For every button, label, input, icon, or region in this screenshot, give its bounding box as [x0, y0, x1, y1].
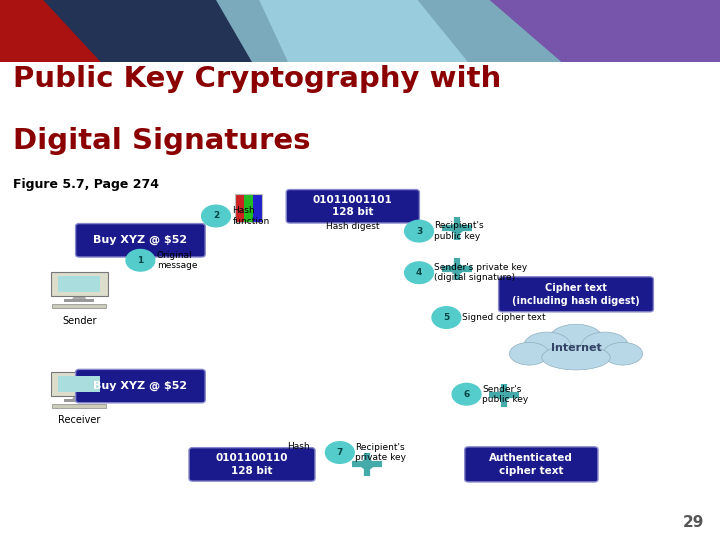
Polygon shape [259, 0, 468, 62]
Circle shape [452, 383, 481, 405]
FancyBboxPatch shape [58, 276, 100, 292]
FancyBboxPatch shape [498, 276, 654, 312]
FancyBboxPatch shape [65, 399, 94, 402]
Text: Public Key Cryptography with: Public Key Cryptography with [13, 65, 501, 93]
FancyBboxPatch shape [235, 194, 244, 222]
Text: 01011001101
128 bit: 01011001101 128 bit [313, 195, 392, 218]
Circle shape [325, 442, 354, 463]
Polygon shape [73, 395, 86, 400]
Text: 7: 7 [337, 448, 343, 457]
Text: Sender: Sender [62, 316, 96, 326]
Text: Internet: Internet [551, 343, 601, 353]
Text: 3: 3 [416, 227, 422, 235]
FancyBboxPatch shape [253, 194, 262, 222]
Text: Hash
function: Hash function [233, 206, 270, 226]
Circle shape [498, 391, 510, 400]
Text: Hash digest: Hash digest [326, 222, 379, 232]
Text: 4: 4 [416, 268, 422, 277]
Polygon shape [216, 0, 562, 62]
Ellipse shape [524, 332, 571, 359]
FancyBboxPatch shape [189, 448, 315, 481]
Polygon shape [396, 0, 720, 62]
Circle shape [451, 265, 463, 273]
Text: Recipient's
public key: Recipient's public key [434, 221, 484, 241]
Text: Recipient's
private key: Recipient's private key [355, 443, 406, 462]
Ellipse shape [549, 324, 603, 354]
Circle shape [432, 307, 461, 328]
FancyBboxPatch shape [51, 272, 107, 296]
Text: Signed cipher text: Signed cipher text [462, 313, 546, 322]
Polygon shape [0, 0, 202, 62]
Ellipse shape [603, 342, 642, 365]
Text: 2: 2 [213, 212, 219, 220]
Text: 29: 29 [683, 515, 704, 530]
FancyBboxPatch shape [76, 224, 205, 257]
Text: 6: 6 [464, 390, 469, 399]
Circle shape [405, 220, 433, 242]
Circle shape [451, 224, 463, 233]
Text: Authenticated
cipher text: Authenticated cipher text [490, 453, 573, 476]
FancyBboxPatch shape [76, 369, 205, 403]
Circle shape [361, 460, 373, 469]
Text: Figure 5.7, Page 274: Figure 5.7, Page 274 [13, 178, 159, 191]
Text: 0101100110
128 bit: 0101100110 128 bit [216, 453, 288, 476]
Text: Cipher text
(including hash digest): Cipher text (including hash digest) [512, 283, 640, 306]
Text: Sender's
public key: Sender's public key [482, 384, 528, 404]
Ellipse shape [541, 345, 611, 370]
Bar [0, 0, 720, 62]
Text: Sender's private key
(digital signature): Sender's private key (digital signature) [434, 263, 528, 282]
Text: Digital Signatures: Digital Signatures [13, 127, 310, 155]
Circle shape [405, 262, 433, 284]
FancyBboxPatch shape [53, 304, 106, 308]
Polygon shape [43, 0, 518, 62]
Text: Buy XYZ @ $52: Buy XYZ @ $52 [94, 235, 187, 246]
Text: Buy XYZ @ $52: Buy XYZ @ $52 [94, 381, 187, 392]
FancyBboxPatch shape [465, 447, 598, 482]
FancyBboxPatch shape [287, 190, 419, 223]
FancyBboxPatch shape [58, 376, 100, 392]
Bar [0, 62, 720, 540]
FancyBboxPatch shape [65, 299, 94, 302]
FancyBboxPatch shape [244, 194, 253, 222]
Text: 1: 1 [138, 256, 143, 265]
Circle shape [202, 205, 230, 227]
FancyBboxPatch shape [53, 404, 106, 408]
Ellipse shape [582, 332, 628, 359]
FancyBboxPatch shape [51, 372, 107, 396]
Ellipse shape [510, 342, 549, 365]
Circle shape [126, 249, 155, 271]
Text: 5: 5 [444, 313, 449, 322]
Polygon shape [73, 295, 86, 300]
Text: Hash: Hash [287, 442, 310, 451]
Text: Original
message: Original message [157, 251, 197, 270]
Text: Receiver: Receiver [58, 415, 100, 425]
